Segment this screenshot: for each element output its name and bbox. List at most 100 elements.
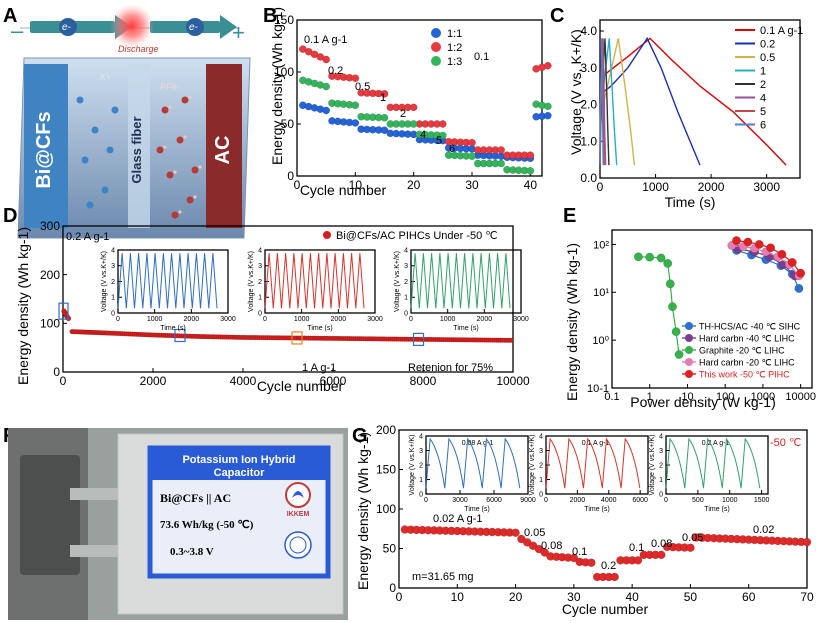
y-tick-label: 2 (659, 462, 663, 469)
e-legend-marker-0 (685, 322, 693, 330)
c-legend-label-6: 5 (760, 106, 766, 118)
g-ann-3: 0.1 (572, 546, 587, 558)
d-inset-ylabel: Voltage (V vs.K+/K) (101, 251, 108, 312)
d-inset-curve-1 (264, 253, 365, 309)
e-y-label: Energy density (Wh kg-1) (564, 243, 580, 401)
y-tick-label: 4.0 (580, 24, 597, 38)
b-ann-8: 0.1 (474, 51, 489, 63)
c-curve-0 (599, 37, 787, 166)
e-4-point-4 (777, 249, 787, 259)
y-tick-label: 100 (40, 317, 60, 331)
y-tick-label: 2.0 (580, 98, 597, 112)
x-tick-label: 0 (544, 497, 548, 504)
b-1:3-point-14 (380, 113, 389, 122)
y-tick-label: 1 (659, 477, 663, 484)
discharge-bulb-icon (110, 4, 154, 48)
y-tick-label: 10² (593, 239, 609, 251)
b-ann-4: 2 (400, 108, 406, 120)
y-tick-label: 2 (258, 279, 262, 286)
e-legend-marker-4 (685, 370, 693, 378)
e-legend-marker-1 (685, 334, 693, 342)
x-tick-label: 1000 (722, 497, 738, 504)
y-tick-label: 4 (539, 433, 543, 440)
svg-text:Glass fiber: Glass fiber (129, 116, 144, 183)
y-tick-label: 1 (404, 295, 408, 302)
d-ann-retention: Retenion for 75% (408, 362, 493, 374)
x-tick-label: 0 (424, 497, 428, 504)
x-tick-label: 10 (681, 391, 693, 403)
x-tick-label: 10 (451, 590, 465, 604)
b-ann-2: 0.5 (355, 81, 370, 93)
x-tick-label: 9000 (520, 497, 536, 504)
pf6-ion-icon-3 (186, 196, 194, 204)
b-1:3-point-29 (468, 152, 476, 161)
right-electrode (206, 64, 242, 228)
g-inset-curve-1 (545, 437, 641, 489)
pf6-ligand-icon-0 (168, 105, 172, 109)
svg-text:e-: e- (62, 22, 72, 33)
y-tick-label: 1 (539, 477, 543, 484)
electron-right-icon (186, 18, 204, 36)
e-2-point-7 (674, 350, 684, 359)
y-tick-label: 50 (383, 542, 397, 556)
panel-label-d: D (3, 205, 17, 227)
pf6-ion-icon-1 (176, 136, 184, 144)
y-tick-label: 0 (53, 365, 60, 379)
d-ann-1A: 1 A g-1 (302, 362, 336, 374)
b-legend-marker-0 (431, 28, 441, 38)
x-tick-label: 1000 (294, 316, 310, 323)
y-tick-label: 150 (274, 13, 294, 27)
x-tick-label: 3000 (220, 316, 236, 323)
g-ann-temp: -50 ℃ (770, 437, 801, 449)
tab-upper (70, 488, 130, 500)
b-1:1-point-14 (380, 126, 389, 135)
y-tick-label: 150 (376, 463, 396, 477)
k-ion-icon-4 (111, 106, 119, 114)
b-1:3-point-19 (409, 120, 418, 128)
b-1:2-point-29 (468, 138, 476, 147)
d-legend: Bi@CFs/AC PIHCs Under -50 ℃ (336, 230, 498, 242)
panel-e: E 0.1 1 10 100 1000 10000 10-1 10⁰ 10¹ 10² Power … (563, 205, 816, 410)
b-1:2-point-24 (439, 120, 447, 128)
d-cycle-point (508, 337, 514, 343)
x-tick-label: 6000 (486, 497, 502, 504)
panel-label-c: C (550, 5, 564, 27)
x-tick-label: 40 (625, 590, 639, 604)
pf6-ligand-icon-2 (173, 170, 177, 174)
g-inset-ylabel: Voltage (V vs.K+/K) (409, 435, 416, 496)
y-tick-label: 2 (111, 279, 115, 286)
b-1:3-point-4 (322, 82, 330, 91)
e-2-point-5 (668, 302, 677, 312)
panel-label-g: G (352, 425, 368, 447)
y-tick-label: 3 (419, 448, 423, 455)
pf6-ion-icon-7 (171, 211, 179, 219)
pf6-ion-icon-5 (156, 146, 164, 154)
b-ann-6: 5 (436, 135, 442, 147)
pf6-ligand-icon-7 (178, 210, 182, 214)
x-tick-label: 10000 (785, 391, 816, 403)
d-inset-ylabel: Voltage (V vs.K+/K) (394, 251, 401, 312)
y-tick-label: 100 (376, 502, 396, 516)
pf6-ligand-icon-5 (163, 145, 167, 149)
x-tick-label: 0 (664, 497, 668, 504)
panel-label-b: B (263, 5, 277, 27)
d-box-initial (58, 302, 69, 320)
x-tick-label: 100 (716, 391, 734, 403)
panel-a: A e- e- – + Discharge Bi@CFs Glass fiber… (3, 4, 251, 246)
pf6-ligand-icon-6 (198, 165, 202, 169)
x-tick-label: 1000 (751, 391, 775, 403)
x-tick-label: 0 (60, 374, 67, 388)
b-legend-marker-1 (431, 42, 441, 52)
e-legend-label-4: This work -50 ℃ PIHC (699, 370, 790, 380)
x-tick-label: 500 (692, 497, 704, 504)
d-inset-xlabel: Time (s) (160, 325, 185, 332)
y-tick-label: 100 (274, 65, 294, 79)
separator (128, 64, 150, 228)
svg-text:AC: AC (212, 136, 234, 165)
c-legend-label-4: 2 (760, 79, 766, 91)
g-inset-rate: 0.1 A g-1 (582, 440, 610, 447)
e-0-point-5 (794, 284, 804, 293)
y-tick-label: 3 (659, 448, 663, 455)
